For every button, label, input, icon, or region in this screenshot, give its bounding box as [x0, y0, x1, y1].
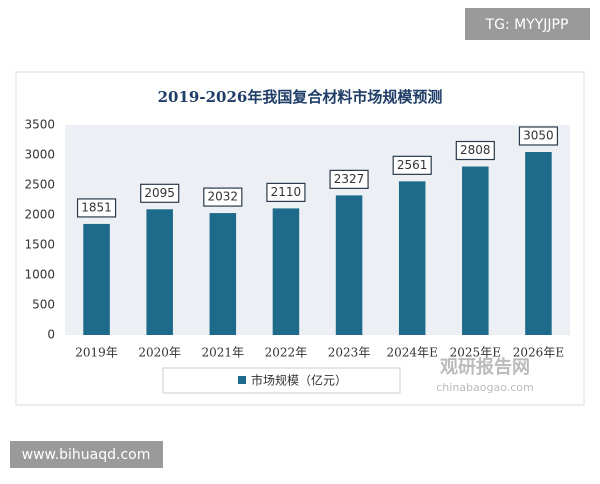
- data-label-box: [76, 198, 117, 218]
- x-tick-label: 2021年: [202, 346, 245, 360]
- data-label: 2110: [271, 185, 302, 199]
- data-label-box: [203, 187, 243, 207]
- bar: [462, 166, 489, 335]
- badge: TG: MYYJJPP: [485, 17, 569, 33]
- data-label: 2561: [397, 158, 428, 172]
- y-tick-label: 0: [47, 328, 55, 342]
- y-tick-label: 3000: [24, 148, 55, 162]
- data-label: 2095: [144, 186, 175, 200]
- data-label-box: [329, 169, 369, 189]
- bar: [83, 223, 110, 335]
- y-tick-label: 2000: [24, 208, 55, 222]
- bar: [272, 208, 300, 335]
- x-tick-label: 2020年: [138, 346, 181, 360]
- legend-swatch: [238, 376, 246, 384]
- x-tick-label: 2025年E: [450, 346, 501, 360]
- y-tick-label: 3500: [24, 118, 55, 132]
- y-tick-label: 1000: [24, 268, 55, 282]
- x-tick-label: 2022年: [265, 346, 308, 360]
- footer-box: [10, 441, 163, 468]
- x-tick-label: 2023年: [328, 346, 371, 360]
- y-tick-label: 500: [32, 298, 55, 312]
- data-label: 1851: [81, 200, 112, 214]
- data-label-box: [518, 126, 559, 146]
- data-label-box: [140, 183, 180, 203]
- bar: [335, 195, 363, 335]
- data-label: 2808: [460, 143, 491, 157]
- badge-box: [465, 8, 590, 40]
- footer: www.bihuaqd.com: [22, 447, 151, 463]
- data-label: 3050: [523, 129, 554, 143]
- bar: [525, 152, 552, 335]
- legend-label: 市场规模（亿元）: [251, 373, 347, 388]
- bar: [398, 181, 426, 335]
- data-label: 2032: [208, 190, 239, 204]
- watermark-url: chinabaogao.com: [436, 381, 534, 394]
- x-tick-label: 2019年: [75, 346, 118, 360]
- data-label-box: [455, 140, 495, 161]
- y-tick-label: 2500: [24, 178, 55, 192]
- watermark-name: 观研报告网: [440, 356, 530, 378]
- legend-box: [162, 367, 401, 394]
- x-tick-label: 2024年E: [387, 346, 438, 360]
- chart-title: 2019-2026年我国复合材料市场规模预测: [158, 88, 443, 106]
- bar: [146, 209, 173, 335]
- data-label-box: [266, 182, 306, 202]
- data-label: 2327: [334, 172, 365, 186]
- y-tick-label: 1500: [24, 238, 55, 252]
- x-tick-label: 2026年E: [513, 346, 564, 360]
- data-label-box: [392, 155, 432, 175]
- bar: [209, 213, 237, 335]
